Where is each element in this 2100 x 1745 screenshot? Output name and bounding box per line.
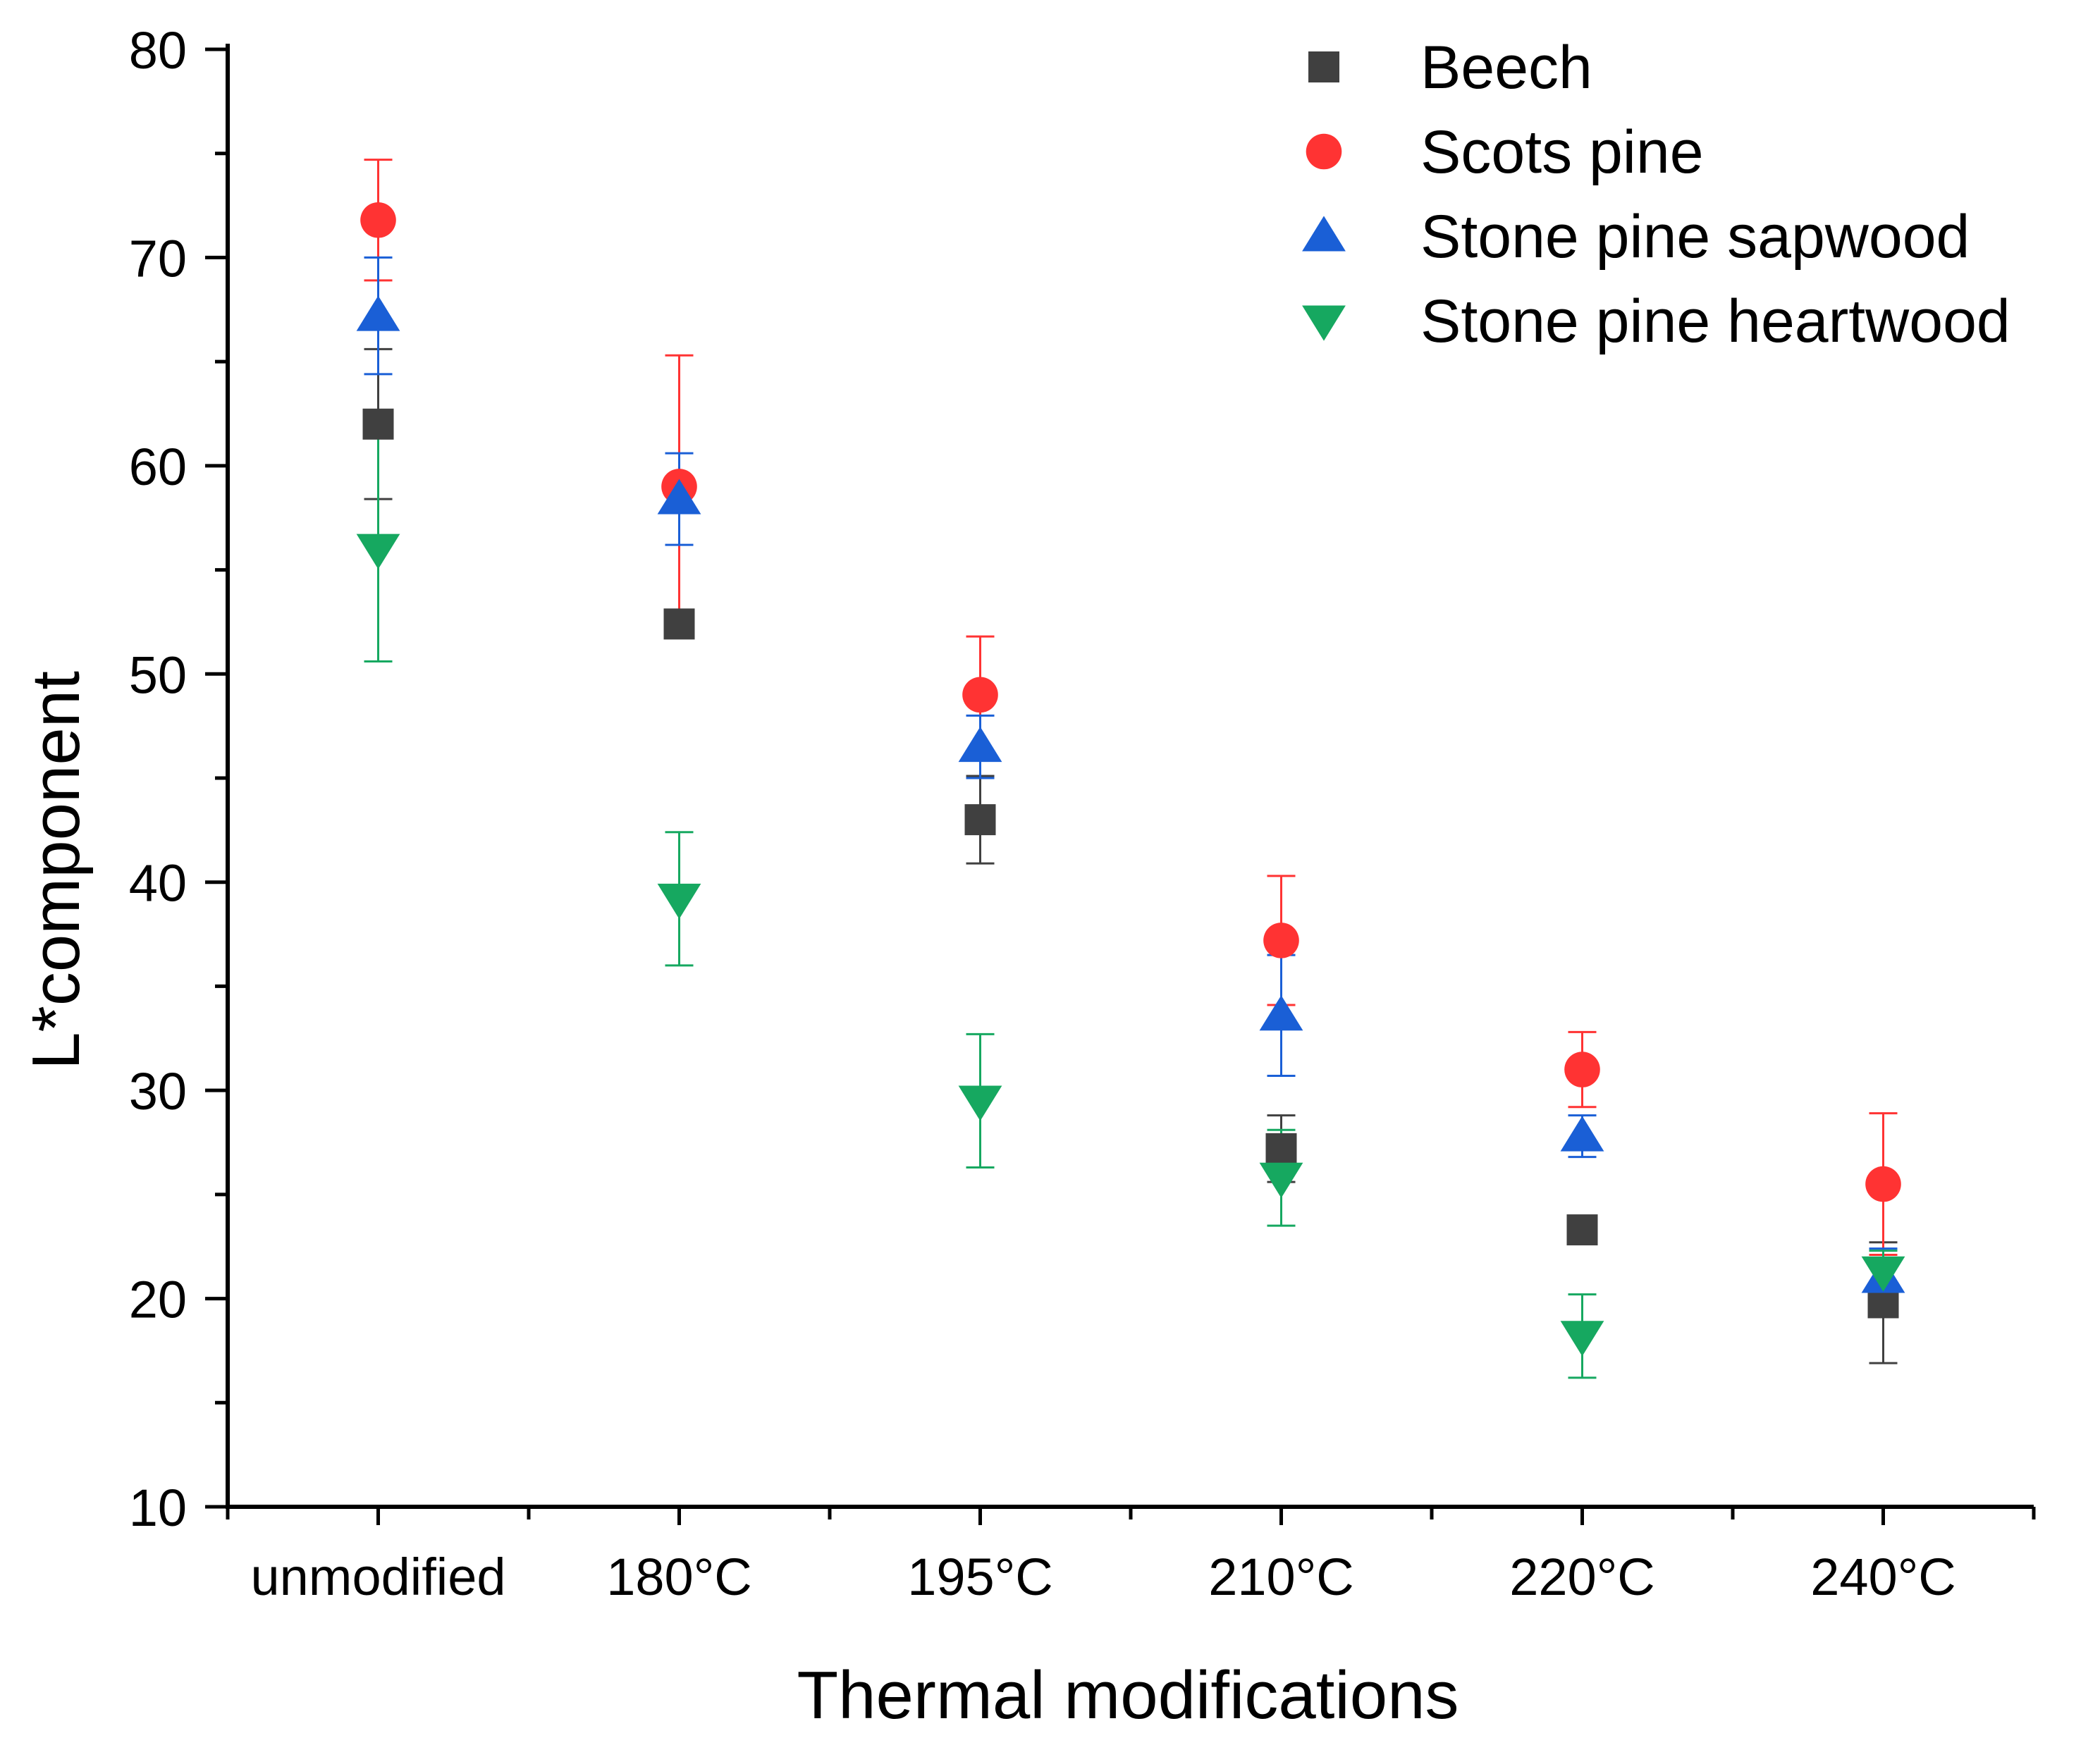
data-point (1861, 1256, 1905, 1292)
data-point (657, 883, 701, 919)
legend-marker (1306, 133, 1342, 170)
data-point (356, 534, 400, 569)
legend-label: Stone pine sapwood (1420, 203, 1970, 271)
x-tick-label: 220°C (1509, 1548, 1655, 1606)
data-point (1263, 923, 1299, 958)
data-point (657, 479, 701, 514)
axes: 10 20 30 40 50 60 70 80 unmodified 180°C 195°C 210°… (129, 21, 2036, 1606)
x-tick-label: 195°C (907, 1548, 1053, 1606)
y-tick-label: 20 (129, 1271, 187, 1329)
data-point (360, 202, 396, 238)
y-tick-label: 40 (129, 854, 187, 913)
data-point (1259, 1162, 1303, 1198)
y-tick-label: 60 (129, 438, 187, 496)
legend-label: Scots pine (1420, 118, 1704, 186)
data-point (362, 408, 394, 440)
data-point (356, 295, 400, 331)
data-point (962, 677, 998, 713)
legend-marker (1302, 305, 1346, 341)
legend-label: Beech (1420, 34, 1592, 101)
data-point (964, 804, 996, 836)
data-point (958, 1085, 1002, 1121)
data-point (1865, 1166, 1901, 1202)
legend: Beech Scots pine Stone pine sapwood Stone p… (1302, 34, 2010, 355)
legend-label: Stone pine heartwood (1420, 288, 2010, 355)
y-tick-label: 10 (129, 1479, 187, 1537)
x-tick-label: 240°C (1810, 1548, 1956, 1606)
x-tick-label: unmodified (250, 1548, 505, 1606)
data-point (1259, 995, 1303, 1031)
y-tick-label: 80 (129, 21, 187, 80)
data-point (663, 608, 695, 640)
legend-marker (1302, 216, 1346, 252)
data-point (958, 727, 1002, 763)
x-tick-label: 180°C (606, 1548, 752, 1606)
data-point (1564, 1052, 1600, 1087)
data-point (1560, 1116, 1604, 1152)
data-point (1265, 1133, 1297, 1164)
legend-marker (1308, 51, 1339, 82)
y-tick-label: 50 (129, 646, 187, 704)
y-tick-label: 70 (129, 229, 187, 288)
x-axis-title: Thermal modifications (797, 1658, 1459, 1733)
data-markers (356, 202, 1905, 1357)
x-tick-label: 210°C (1208, 1548, 1354, 1606)
data-point (1560, 1321, 1604, 1357)
data-point (1566, 1214, 1598, 1246)
y-tick-label: 30 (129, 1062, 187, 1121)
y-axis-title: L*component (18, 671, 94, 1070)
